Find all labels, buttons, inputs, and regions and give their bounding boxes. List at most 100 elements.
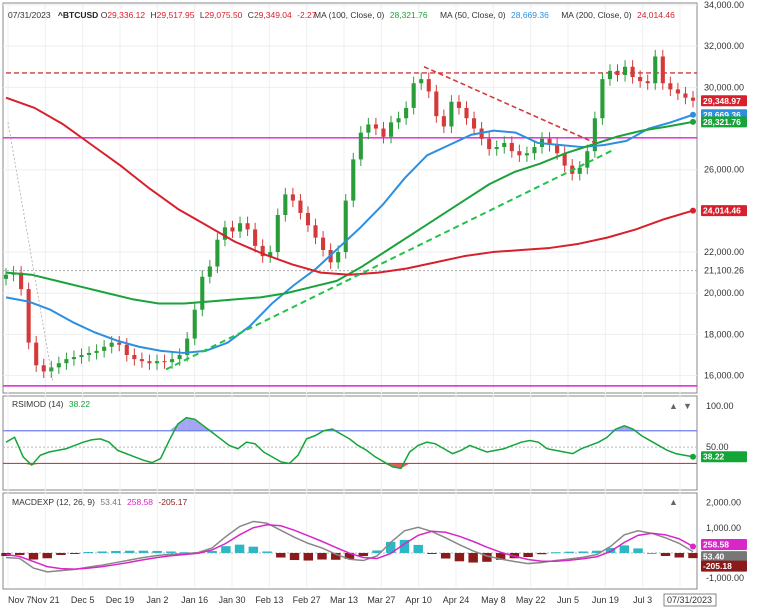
ma200-price-tag: 24,014.46: [703, 206, 741, 216]
macd-histogram-bar: [83, 551, 94, 553]
candle-body: [313, 225, 318, 238]
candle-body: [555, 145, 560, 154]
candle-body: [623, 66, 628, 75]
candle-body: [19, 272, 24, 290]
candle-body: [607, 70, 613, 80]
macd-histogram-bar: [331, 552, 341, 560]
macd-histogram-bar: [413, 544, 423, 553]
date-tick-label: May 8: [481, 595, 506, 605]
candle-body: [49, 367, 54, 372]
macd-tick-label: -1,000.00: [706, 573, 744, 583]
candle-body: [260, 245, 265, 257]
date-tick-label: Mar 27: [367, 595, 395, 605]
candle-body: [343, 200, 348, 253]
macd-histogram-bar: [124, 550, 135, 553]
close-price-tag: 29,348.97: [703, 96, 741, 106]
candle-body: [3, 274, 9, 279]
ma100-price-tag: 28,321.76: [703, 117, 741, 127]
macd-histogram-bar: [166, 551, 176, 553]
macd-histogram-bar: [262, 551, 272, 553]
candle-body: [268, 252, 273, 257]
macd-histogram-bar: [358, 552, 368, 556]
rsi-overbought-fill: [186, 417, 195, 431]
date-tick-label: Mar 13: [330, 595, 358, 605]
price-tick-label: 30,000.00: [704, 82, 744, 92]
date-tick-label: Feb 27: [293, 595, 321, 605]
rsi-tick-label: 100.00: [706, 401, 734, 411]
macd-histogram-bar: [289, 552, 300, 561]
candle-body: [585, 151, 590, 168]
candle-body: [472, 118, 477, 129]
date-tick-label: Jul 3: [633, 595, 652, 605]
price-axis: 34,000.00 32,000.00 30,000.00 26,000.00 22,0…: [704, 0, 744, 583]
chevron-up-icon[interactable]: ▲: [669, 497, 678, 507]
candle-body: [456, 101, 462, 108]
candle-body: [94, 350, 99, 353]
date-tick-label: Jun 5: [557, 595, 579, 605]
macd-histogram-bar: [399, 539, 410, 553]
macd-histogram-bar: [344, 552, 355, 560]
candle-body: [494, 147, 499, 150]
candle-body: [298, 200, 303, 213]
price-tick-label: 22,000.00: [704, 247, 744, 257]
rsi-panel-frame: [2, 395, 698, 491]
candle-body: [592, 118, 597, 152]
candle-body: [351, 159, 356, 201]
macd-histogram-bar: [97, 551, 107, 553]
ma50-endpoint: [690, 111, 696, 118]
rsi-overbought-fill: [194, 419, 204, 431]
close-price-tag-bg: [701, 95, 747, 107]
macd-histogram-bar: [372, 550, 382, 553]
candle-body: [366, 124, 371, 133]
candle-body: [275, 215, 280, 253]
candle-body: [34, 342, 39, 366]
descending-trendline: [423, 66, 596, 144]
candle-body: [562, 153, 567, 166]
candle-body: [139, 359, 144, 362]
macd-histogram-bar: [427, 552, 437, 554]
candle-body: [79, 355, 84, 358]
candle-body: [502, 142, 507, 148]
macd-histogram-bar: [276, 552, 286, 558]
rsi-tick-label: 50.00: [706, 442, 729, 452]
moving-average-lines: [5, 96, 696, 354]
candle-body: [215, 239, 220, 267]
macd-line: [5, 520, 694, 573]
candle-body: [132, 355, 137, 360]
price-tick-label: 32,000.00: [704, 41, 744, 51]
candle-body: [547, 138, 552, 145]
macd-histogram-bar: [221, 546, 231, 553]
rsi-band-fills: [23, 417, 642, 469]
candle-body: [222, 227, 227, 240]
candle-body: [683, 93, 688, 98]
trend-lines: [7, 66, 616, 382]
candle-body: [411, 83, 416, 108]
ma100-endpoint: [690, 118, 696, 125]
chevron-up-icon[interactable]: ▲: [669, 401, 678, 411]
macd-histogram-bar: [592, 550, 602, 553]
macd-layer: [1, 520, 698, 573]
rsi-panel-controls[interactable]: ▲ ▼: [669, 401, 692, 411]
candle-body: [600, 79, 605, 119]
candle-body: [358, 132, 363, 160]
candle-body: [524, 153, 529, 156]
date-tick-label: Nov 21: [31, 595, 60, 605]
date-tick-label: Jan 16: [181, 595, 208, 605]
date-axis: Nov 7 Nov 21 Dec 5 Dec 19 Jan 2 Jan 16 Jan 30 F…: [8, 593, 717, 607]
macd-panel-controls[interactable]: ▲: [669, 497, 678, 507]
candle-body: [653, 56, 658, 84]
rsi-oversold-fill: [383, 463, 393, 467]
macd-histogram-bar: [454, 552, 465, 562]
candle-body: [147, 361, 152, 364]
macd-histogram-bar: [647, 552, 657, 554]
ma200-endpoint: [690, 207, 696, 214]
chevron-down-icon[interactable]: ▼: [683, 401, 692, 411]
macd-histogram-bar: [248, 546, 259, 553]
candle-body: [426, 79, 431, 92]
candle-body: [41, 365, 46, 372]
candlesticks: [3, 49, 696, 379]
horizontal-levels: [3, 72, 697, 465]
macd-histogram-bar: [138, 550, 149, 553]
candle-body: [517, 151, 522, 156]
